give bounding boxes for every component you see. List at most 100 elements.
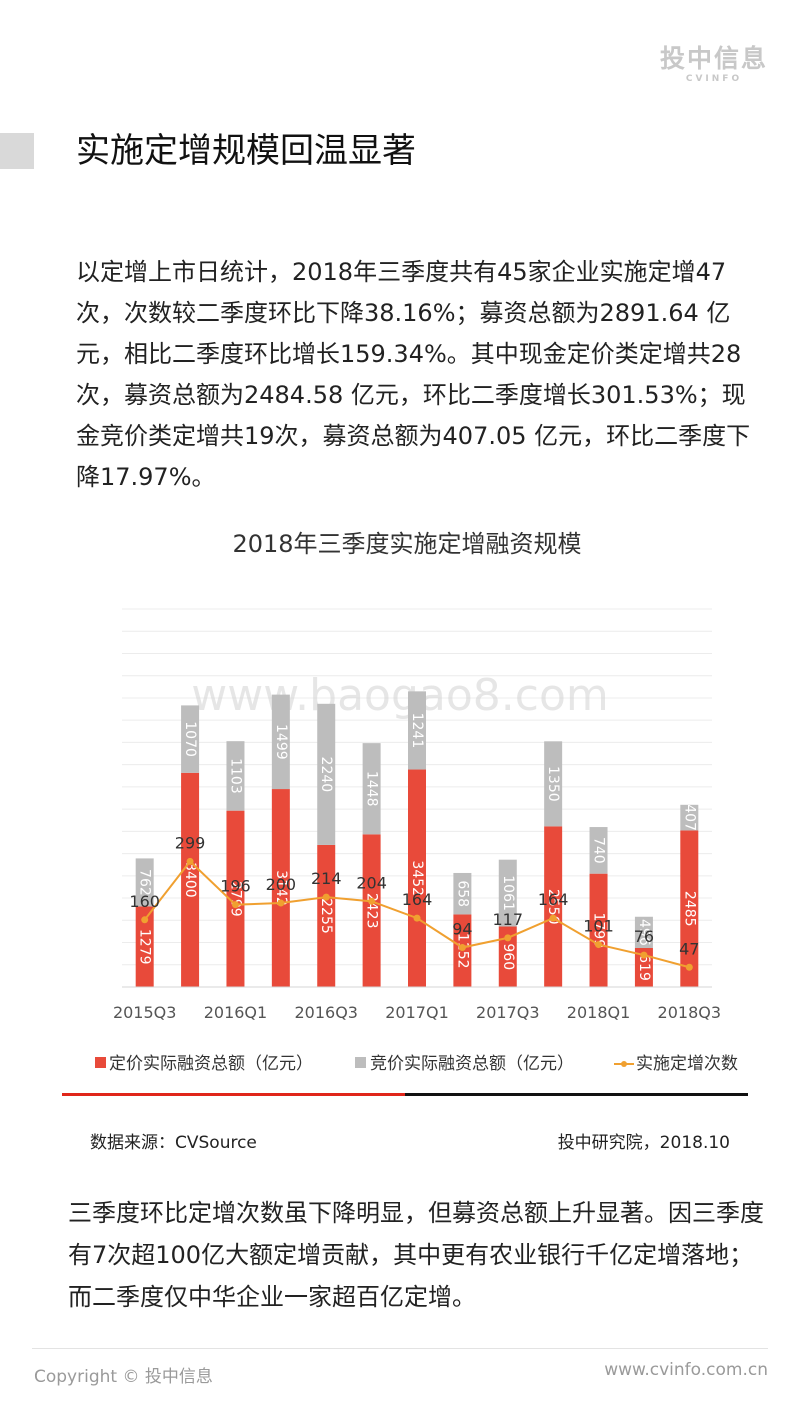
data-label-fixed-price: 3142 bbox=[273, 870, 289, 906]
line-point bbox=[413, 914, 421, 922]
legend-swatch-bid-price bbox=[355, 1057, 366, 1068]
logo-subtext: CVINFO bbox=[685, 74, 743, 84]
bar-fixed-price bbox=[680, 830, 699, 987]
data-source: 数据来源：CVSource bbox=[90, 1133, 257, 1153]
financing-scale-chart: 2018年三季度实施定增融资规模 www.baogao8.com 1279762… bbox=[95, 530, 738, 1074]
bar-fixed-price bbox=[544, 826, 563, 987]
summary-paragraph: 三季度环比定增次数虽下降明显，但募资总额上升显著。因三季度有7次超100亿大额定… bbox=[68, 1199, 764, 1311]
x-axis: 2015Q3 2016Q1 2016Q3 2017Q1 2017Q3 2018Q1 2018… bbox=[113, 986, 722, 1022]
bar-bid-price bbox=[362, 743, 381, 835]
legend-label-fixed-price: 定价实际融资总额（亿元） bbox=[109, 1054, 313, 1074]
legend-label-bid-price: 竞价实际融资总额（亿元） bbox=[370, 1054, 574, 1074]
bar-fixed-price bbox=[226, 810, 245, 987]
divider-black bbox=[405, 1093, 748, 1096]
data-label-deal-count: 76 bbox=[634, 927, 654, 946]
bar-fixed-price bbox=[181, 772, 200, 987]
chart-legend: 定价实际融资总额（亿元） 竞价实际融资总额（亿元） 实施定增次数 bbox=[95, 1054, 738, 1074]
bar-bid-price bbox=[498, 859, 517, 927]
data-label-bid-price: 1070 bbox=[182, 721, 198, 757]
line-point bbox=[231, 901, 239, 909]
bar-fixed-price bbox=[271, 789, 290, 987]
legend-swatch-fixed-price bbox=[95, 1057, 106, 1068]
bar-fixed-price bbox=[362, 834, 381, 987]
data-label-bid-price: 1448 bbox=[364, 771, 380, 807]
data-label-fixed-price: 2799 bbox=[227, 881, 243, 917]
data-label-fixed-price: 2255 bbox=[318, 898, 334, 934]
bar-bid-price bbox=[634, 916, 653, 949]
legend-marker-deal-count bbox=[621, 1061, 627, 1067]
research-org: 投中研究院，2018.10 bbox=[557, 1133, 730, 1153]
data-label-fixed-price: 3400 bbox=[182, 862, 198, 898]
data-label-deal-count: 200 bbox=[266, 875, 297, 894]
line-point bbox=[640, 951, 648, 959]
line-point bbox=[368, 897, 376, 905]
bar-fixed-price bbox=[317, 844, 336, 987]
line-series: 160 299 196 200 214 204 164 94 117 164 101 76 47 bbox=[129, 833, 699, 971]
intro-paragraph: 以定增上市日统计，2018年三季度共有45家企业实施定增47次，次数较二季度环比… bbox=[76, 258, 751, 491]
data-label-bid-price: 1241 bbox=[409, 713, 425, 749]
divider-red bbox=[62, 1093, 405, 1096]
bar-bid-price bbox=[589, 827, 608, 874]
data-label-deal-count: 204 bbox=[356, 873, 387, 892]
data-label-bid-price: 762 bbox=[137, 869, 153, 896]
data-label-fixed-price: 1799 bbox=[591, 913, 607, 949]
x-tick-label: 2018Q3 bbox=[658, 1003, 722, 1022]
data-label-deal-count: 214 bbox=[311, 869, 342, 888]
line-point bbox=[549, 914, 557, 922]
data-label-deal-count: 196 bbox=[220, 877, 251, 896]
line-point bbox=[277, 899, 285, 907]
bar-fixed-price bbox=[589, 873, 608, 987]
data-label-deal-count: 160 bbox=[129, 892, 160, 911]
data-label-fixed-price: 960 bbox=[500, 943, 516, 970]
data-label-deal-count: 164 bbox=[538, 890, 569, 909]
data-label-bid-price: 1350 bbox=[545, 766, 561, 802]
x-tick-label: 2017Q1 bbox=[385, 1003, 449, 1022]
bar-bid-price bbox=[453, 872, 472, 915]
bar-fixed-price bbox=[498, 926, 517, 987]
line-point bbox=[685, 963, 693, 971]
bar-bid-price bbox=[544, 741, 563, 827]
data-label-fixed-price: 619 bbox=[636, 954, 652, 981]
bar-fixed-price bbox=[408, 769, 426, 987]
chart-title: 2018年三季度实施定增融资规模 bbox=[232, 530, 581, 558]
data-label-fixed-price: 2485 bbox=[681, 891, 697, 927]
bar-bid-price bbox=[226, 741, 245, 811]
bar-bid-price bbox=[317, 703, 336, 845]
x-tick-label: 2016Q1 bbox=[204, 1003, 268, 1022]
logo-text: 投中信息 bbox=[659, 44, 768, 73]
title-accent-bar bbox=[0, 133, 34, 169]
bar-series: 1279 762 3400 1070 2799 1103 3142 1499 2255 2240 2… bbox=[135, 691, 699, 987]
data-label-deal-count: 94 bbox=[452, 920, 472, 939]
website-link[interactable]: www.cvinfo.com.cn bbox=[604, 1360, 768, 1380]
line-point bbox=[322, 893, 330, 901]
x-tick-label: 2017Q3 bbox=[476, 1003, 540, 1022]
bar-bid-price bbox=[271, 694, 290, 790]
chart-watermark: www.baogao8.com bbox=[191, 670, 608, 721]
bar-bid-price bbox=[408, 691, 426, 770]
data-label-bid-price: 1061 bbox=[500, 875, 516, 911]
line-point bbox=[504, 934, 512, 942]
data-label-fixed-price: 2550 bbox=[545, 889, 561, 925]
data-label-bid-price: 740 bbox=[591, 837, 607, 864]
data-label-bid-price: 658 bbox=[454, 880, 470, 907]
legend-label-deal-count: 实施定增次数 bbox=[636, 1054, 738, 1074]
data-label-deal-count: 47 bbox=[679, 939, 699, 958]
bar-bid-price bbox=[680, 804, 699, 831]
copyright-text: Copyright © 投中信息 bbox=[34, 1367, 213, 1387]
cvinfo-logo: 投中信息 CVINFO bbox=[660, 44, 768, 84]
data-label-deal-count: 299 bbox=[175, 833, 206, 852]
line-point bbox=[595, 941, 603, 949]
data-label-deal-count: 164 bbox=[402, 890, 433, 909]
x-tick-label: 2015Q3 bbox=[113, 1003, 177, 1022]
line-point bbox=[458, 944, 466, 952]
x-tick-label: 2016Q3 bbox=[294, 1003, 358, 1022]
bar-fixed-price bbox=[135, 906, 154, 987]
data-label-bid-price: 407 bbox=[681, 804, 697, 831]
bar-bid-price bbox=[181, 705, 200, 773]
bar-bid-price bbox=[135, 858, 154, 907]
footer-divider bbox=[32, 1348, 768, 1349]
data-label-deal-count: 117 bbox=[492, 910, 523, 929]
data-label-bid-price: 1499 bbox=[273, 724, 289, 760]
data-label-bid-price: 2240 bbox=[318, 757, 334, 793]
data-label-fixed-price: 1279 bbox=[137, 929, 153, 965]
